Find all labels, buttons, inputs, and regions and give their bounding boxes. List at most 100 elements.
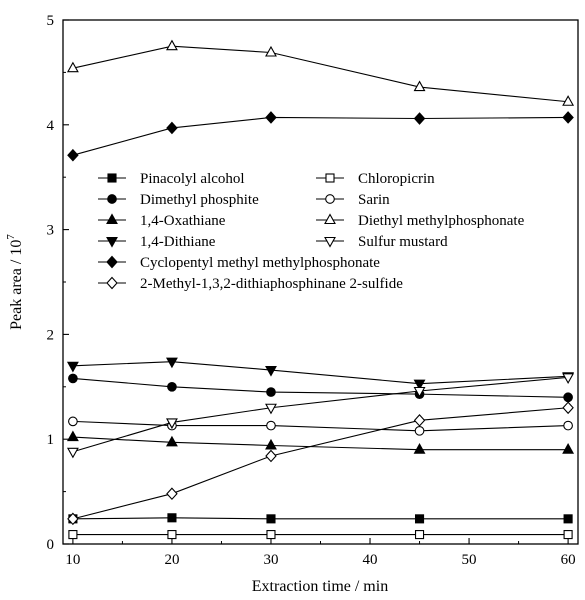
data-point [413, 443, 426, 454]
legend-item: Pinacolyl alcohol [98, 171, 245, 187]
y-axis-label-main: Peak area / 10 [8, 240, 25, 330]
data-point [563, 392, 573, 403]
data-point [562, 111, 574, 124]
data-point [68, 373, 78, 384]
data-point [266, 420, 276, 431]
series-sarin [68, 416, 573, 436]
x-tick-label: 10 [65, 552, 80, 568]
legend-label: Dimethyl phosphite [140, 192, 259, 208]
data-point [265, 438, 277, 450]
data-point [66, 61, 79, 73]
data-point [166, 121, 178, 135]
data-point [68, 530, 78, 540]
legend-item: 1,4-Dithiane [98, 234, 216, 250]
data-point [67, 148, 79, 162]
series-diethyl-methylphosphonate [66, 39, 575, 106]
data-point [66, 430, 79, 442]
legend-item: Sarin [316, 192, 390, 208]
legend-label: Chloropicrin [358, 171, 435, 187]
data-point [266, 514, 276, 524]
y-tick-label: 4 [47, 118, 55, 134]
data-point [562, 443, 575, 454]
legend-marker [106, 276, 118, 290]
series-line [72, 116, 569, 156]
data-point [167, 530, 177, 540]
series-2-methyl-1-3-2-dithiaphosphinane-2-sulfide [67, 401, 574, 526]
legend: Pinacolyl alcohol Chloropicrin Dimethyl ph… [98, 171, 525, 292]
legend-marker [107, 194, 117, 204]
data-point [414, 530, 425, 540]
legend-marker [324, 213, 336, 225]
legend-label: 1,4-Dithiane [140, 234, 216, 250]
legend-item: Sulfur mustard [316, 234, 448, 250]
legend-marker [106, 213, 118, 225]
data-point [413, 414, 426, 427]
data-point [563, 530, 573, 540]
legend-item: Cyclopentyl methyl methylphosphonate [98, 255, 380, 271]
series-line [72, 45, 569, 103]
series-layer [66, 39, 575, 540]
data-point [66, 447, 79, 459]
data-point [265, 111, 277, 124]
data-point [414, 514, 425, 524]
series-cyclopentyl-methyl-methylphosphonate [67, 111, 574, 162]
y-tick-label: 1 [47, 432, 55, 448]
data-point [266, 387, 276, 397]
data-point [66, 361, 79, 373]
data-point [413, 112, 426, 125]
legend-marker [325, 194, 335, 204]
legend-marker [325, 173, 335, 183]
legend-item: 1,4-Oxathiane [98, 213, 226, 229]
legend-label: Sarin [358, 192, 390, 208]
data-point [265, 365, 277, 377]
data-point [167, 381, 177, 392]
legend-label: 2-Methyl-1,3,2-dithiaphosphinane 2-sulfi… [140, 276, 403, 292]
plot-frame [62, 19, 579, 545]
data-point [167, 513, 177, 523]
x-tick-label: 20 [164, 552, 179, 568]
y-axis-label: Peak area / 107 [5, 234, 25, 330]
data-point [166, 435, 178, 447]
data-point [562, 373, 575, 385]
x-tick-label: 30 [263, 552, 278, 568]
series-line [72, 517, 569, 520]
legend-marker [106, 255, 118, 269]
data-point [265, 403, 277, 415]
data-point [266, 530, 276, 540]
data-point [563, 420, 573, 431]
series-dimethyl-phosphite [68, 373, 573, 403]
series-sulfur-mustard [66, 373, 575, 459]
y-tick-label: 0 [47, 537, 55, 553]
data-point [413, 379, 426, 391]
legend-marker [324, 236, 336, 248]
data-point [166, 418, 178, 430]
legend-item: Diethyl methylphosphonate [316, 213, 525, 229]
legend-label: Diethyl methylphosphonate [358, 213, 525, 229]
data-point [67, 512, 79, 526]
y-tick-label: 5 [47, 13, 55, 29]
series-line [72, 361, 569, 385]
legend-item: 2-Methyl-1,3,2-dithiaphosphinane 2-sulfi… [98, 276, 403, 292]
data-point [166, 39, 178, 51]
legend-label: Cyclopentyl methyl methylphosphonate [140, 255, 380, 271]
legend-item: Dimethyl phosphite [98, 192, 259, 208]
x-tick-label: 40 [363, 552, 378, 568]
legend-marker [106, 236, 118, 248]
legend-label: 1,4-Oxathiane [140, 213, 226, 229]
x-tick-label: 60 [561, 552, 576, 568]
data-point [413, 386, 426, 398]
legend-item: Chloropicrin [316, 171, 435, 187]
data-point [166, 487, 178, 501]
tick-labels: 10 20 30 40 50 60 0 1 2 3 4 5 [47, 13, 576, 568]
legend-marker [107, 173, 117, 183]
data-point [265, 449, 277, 463]
series-1-4-oxathiane [66, 430, 575, 454]
x-tick-label: 50 [462, 552, 477, 568]
data-point [413, 80, 426, 92]
series-line [72, 436, 569, 451]
y-axis-label-exponent: 7 [5, 234, 17, 240]
series-pinacolyl-alcohol [68, 513, 573, 524]
data-point [414, 425, 425, 436]
data-point [562, 95, 575, 106]
